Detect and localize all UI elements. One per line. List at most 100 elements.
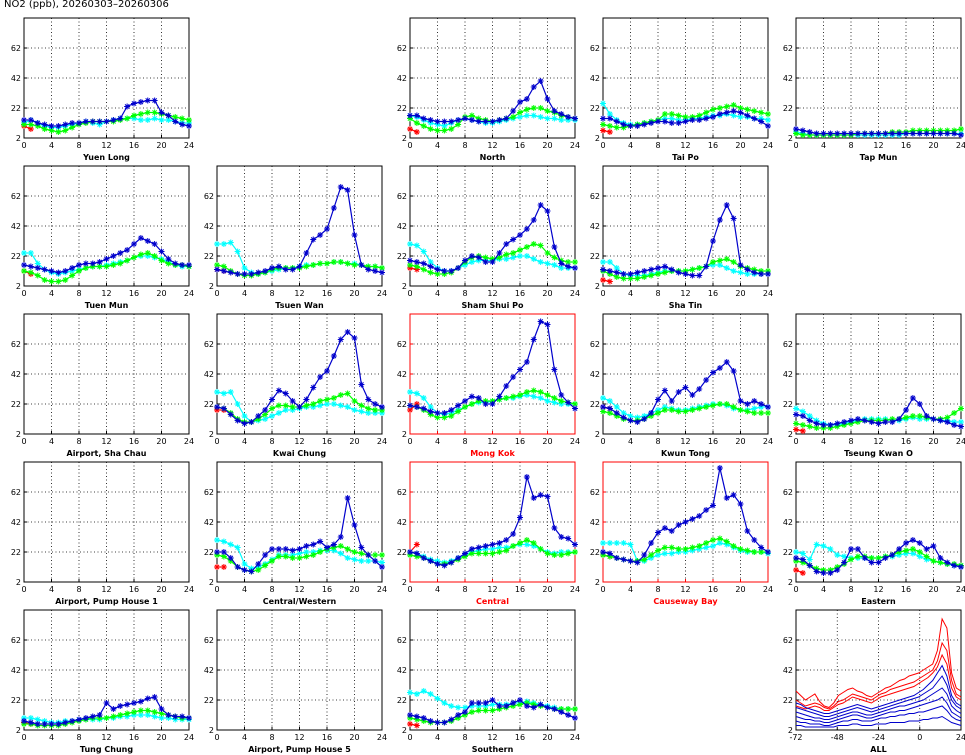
- y-tick-label: 2: [595, 282, 600, 291]
- data-point-day4: [117, 250, 124, 256]
- y-tick-label: 2: [209, 282, 214, 291]
- data-point-day4: [861, 555, 868, 561]
- y-tick-label: 22: [783, 400, 793, 409]
- data-point-day4: [96, 118, 103, 125]
- data-point-day3: [751, 108, 758, 114]
- data-point-day2: [793, 405, 799, 412]
- data-point-day2: [303, 549, 310, 555]
- data-point-day4: [248, 271, 255, 277]
- data-point-day2: [420, 395, 427, 401]
- data-point-day3: [606, 410, 613, 416]
- data-point-day4: [475, 700, 482, 706]
- data-point-day4: [21, 718, 27, 724]
- data-point-day2: [600, 395, 606, 401]
- data-point-day4: [413, 112, 420, 119]
- data-point-day4: [420, 405, 427, 412]
- x-tick-label: 20: [349, 585, 359, 594]
- data-point-day4: [606, 268, 613, 274]
- data-point-day3: [296, 555, 303, 561]
- data-point-day4: [510, 531, 517, 537]
- data-point-day2: [523, 112, 530, 119]
- data-point-day4: [131, 241, 137, 247]
- data-point-day3: [103, 715, 110, 721]
- data-point-day4: [269, 265, 275, 271]
- data-point-day2: [27, 715, 34, 721]
- data-point-day3: [744, 106, 751, 113]
- data-point-day1: [413, 129, 420, 135]
- x-tick-label: 0: [917, 733, 922, 742]
- data-point-day2: [407, 689, 413, 696]
- x-tick-label: 16: [129, 289, 139, 298]
- data-point-day3: [565, 259, 572, 265]
- data-point-day3: [372, 407, 379, 413]
- data-point-day4: [303, 543, 310, 549]
- data-point-day4: [958, 423, 964, 430]
- data-point-day3: [303, 553, 310, 560]
- data-point-day2: [606, 540, 613, 546]
- data-point-day3: [468, 709, 475, 715]
- data-point-day4: [668, 528, 675, 534]
- data-point-day3: [255, 567, 262, 573]
- data-point-day4: [765, 123, 771, 129]
- data-point-day4: [572, 115, 578, 122]
- data-point-day3: [751, 410, 758, 416]
- x-tick-label: 4: [49, 141, 54, 150]
- data-point-day3: [916, 413, 923, 419]
- data-point-day4: [730, 108, 737, 114]
- data-point-day2: [544, 115, 551, 122]
- data-point-day3: [413, 120, 420, 126]
- data-point-day4: [627, 123, 634, 129]
- x-tick-label: 16: [708, 141, 718, 150]
- data-point-day4: [620, 271, 627, 277]
- data-point-day2: [820, 543, 827, 549]
- data-point-day4: [572, 405, 578, 412]
- data-point-day3: [324, 260, 330, 267]
- data-point-day4: [351, 335, 358, 341]
- aggregate-line: [796, 715, 962, 728]
- data-point-day2: [668, 115, 675, 122]
- data-point-day3: [165, 260, 172, 267]
- data-point-day4: [427, 117, 434, 123]
- data-point-day4: [82, 715, 89, 721]
- x-tick-label: 4: [242, 437, 247, 446]
- data-point-day4: [262, 268, 269, 274]
- data-point-day1: [214, 564, 220, 570]
- data-point-day3: [482, 707, 489, 714]
- data-point-day4: [923, 546, 930, 552]
- data-point-day4: [730, 368, 737, 374]
- data-point-day4: [427, 408, 434, 415]
- data-point-day4: [441, 719, 448, 726]
- x-tick-label: 20: [542, 733, 552, 742]
- data-point-day2: [214, 537, 220, 543]
- x-tick-label: 24: [184, 437, 194, 446]
- x-tick-label: 0: [407, 437, 412, 446]
- data-point-day4: [834, 420, 841, 427]
- x-tick-label: 0: [600, 437, 605, 446]
- data-point-day3: [668, 544, 675, 551]
- data-point-day4: [523, 96, 530, 102]
- data-point-day3: [710, 106, 716, 113]
- data-point-day4: [179, 121, 186, 128]
- y-tick-label: 22: [204, 252, 214, 261]
- data-point-day4: [269, 546, 275, 552]
- data-point-day2: [703, 544, 710, 551]
- data-point-day3: [510, 393, 517, 400]
- data-point-day3: [34, 272, 41, 279]
- data-point-day3: [903, 547, 909, 554]
- data-point-day3: [723, 256, 730, 262]
- panel-title: Airport, Sha Chau: [67, 449, 147, 458]
- data-point-day4: [744, 401, 751, 407]
- data-point-day2: [296, 550, 303, 557]
- data-point-day4: [248, 568, 255, 575]
- data-point-day2: [344, 555, 351, 561]
- x-tick-label: 0: [407, 141, 412, 150]
- data-point-day4: [296, 404, 303, 410]
- y-tick-label: 62: [397, 340, 407, 349]
- data-point-day2: [441, 123, 448, 129]
- data-point-day3: [648, 552, 655, 558]
- data-point-day3: [744, 408, 751, 415]
